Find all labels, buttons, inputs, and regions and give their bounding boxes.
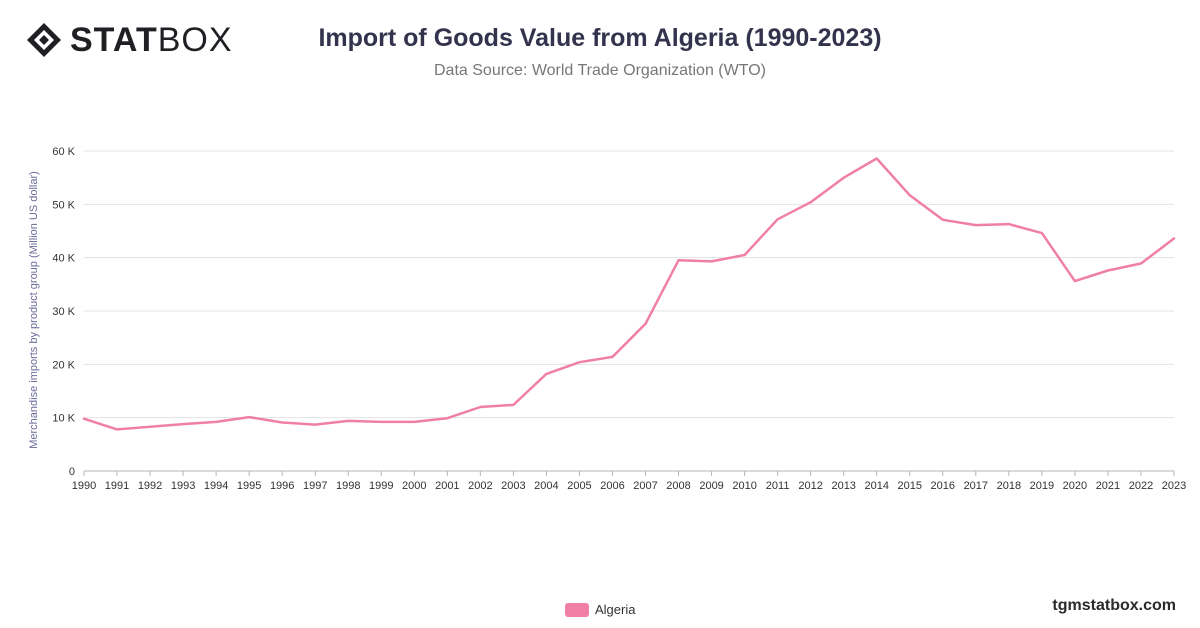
data-point <box>445 416 449 420</box>
x-tick-label: 2017 <box>964 480 988 492</box>
data-point <box>544 372 548 376</box>
data-point <box>776 217 780 221</box>
x-tick-label: 2004 <box>534 480 558 492</box>
x-tick-label: 2015 <box>898 480 922 492</box>
data-point <box>247 415 251 419</box>
x-tick-label: 2005 <box>567 480 591 492</box>
legend-swatch <box>565 602 589 617</box>
data-point <box>214 420 218 424</box>
x-tick-label: 2003 <box>501 480 525 492</box>
x-tick-label: 2018 <box>997 480 1021 492</box>
data-point <box>577 360 581 364</box>
data-point <box>710 259 714 263</box>
x-tick-label: 1997 <box>303 480 327 492</box>
x-tick-label: 1996 <box>270 480 294 492</box>
chart-legend[interactable]: Algeria <box>565 602 635 617</box>
x-tick-label: 2011 <box>766 480 790 492</box>
data-point <box>809 200 813 204</box>
x-tick-label: 1995 <box>237 480 261 492</box>
diamond-logo-icon <box>27 23 61 57</box>
x-tick-label: 2006 <box>600 480 624 492</box>
x-tick-label: 2014 <box>864 480 888 492</box>
data-point <box>511 403 515 407</box>
x-tick-label: 2008 <box>666 480 690 492</box>
x-tick-label: 2021 <box>1096 480 1120 492</box>
x-tick-label: 2013 <box>831 480 855 492</box>
data-point <box>941 218 945 222</box>
data-point <box>82 417 86 421</box>
y-tick-label: 40 K <box>52 253 75 265</box>
data-point <box>1073 279 1077 283</box>
data-point <box>148 425 152 429</box>
y-tick-label: 0 <box>69 466 75 478</box>
footer-website: tgmstatbox.com <box>1052 597 1176 614</box>
data-point <box>1007 222 1011 226</box>
y-axis-label: Merchandise imports by product group (Mi… <box>28 171 40 449</box>
logo-text-bold: STAT <box>70 21 158 59</box>
chart-title: Import of Goods Value from Algeria (1990… <box>318 24 882 52</box>
x-tick-label: 2023 <box>1162 480 1186 492</box>
data-point <box>115 427 119 431</box>
x-tick-label: 2001 <box>435 480 459 492</box>
x-tick-label: 2000 <box>402 480 426 492</box>
x-tick-label: 1992 <box>138 480 162 492</box>
x-tick-label: 2022 <box>1129 480 1153 492</box>
logo-wordmark: STATBOX <box>70 22 233 58</box>
brand-logo: STATBOX <box>26 22 233 58</box>
data-point <box>1040 231 1044 235</box>
logo-text-light: BOX <box>157 21 233 59</box>
legend-label: Algeria <box>595 602 636 617</box>
x-tick-label: 1991 <box>105 480 129 492</box>
y-tick-label: 20 K <box>52 359 75 371</box>
y-tick-label: 30 K <box>52 306 75 318</box>
y-tick-label: 60 K <box>52 146 75 158</box>
x-tick-label: 2020 <box>1063 480 1087 492</box>
chart-subtitle: Data Source: World Trade Organization (W… <box>434 62 766 79</box>
data-point <box>842 176 846 180</box>
grid-layer <box>84 150 1174 472</box>
x-tick-label: 2012 <box>798 480 822 492</box>
x-tick-label: 1998 <box>336 480 360 492</box>
x-tick-label: 1999 <box>369 480 393 492</box>
data-point <box>743 253 747 257</box>
data-point <box>644 322 648 326</box>
x-tick-label: 2007 <box>633 480 657 492</box>
series-line <box>82 157 1176 431</box>
x-tick-label: 1993 <box>171 480 195 492</box>
x-tick-label: 2009 <box>699 480 723 492</box>
x-tick-label: 2002 <box>468 480 492 492</box>
data-point <box>974 223 978 227</box>
data-point <box>181 422 185 426</box>
data-point <box>313 423 317 427</box>
data-point <box>875 156 879 160</box>
series-layer <box>82 156 1176 431</box>
y-axis-ticks: 0 10 K 20 K 30 K 40 K 50 K 60 K <box>52 146 75 478</box>
data-point <box>379 420 383 424</box>
data-point <box>908 193 912 197</box>
x-tick-label: 2019 <box>1030 480 1054 492</box>
x-tick-label: 2010 <box>732 480 756 492</box>
data-point <box>610 355 614 359</box>
data-point <box>412 420 416 424</box>
data-point <box>1139 262 1143 266</box>
x-tick-label: 1990 <box>72 480 96 492</box>
y-tick-label: 10 K <box>52 413 75 425</box>
data-point <box>1172 236 1176 240</box>
x-tick-label: 2016 <box>931 480 955 492</box>
data-point <box>677 258 681 262</box>
data-point <box>280 420 284 424</box>
y-tick-label: 50 K <box>52 199 75 211</box>
x-tick-label: 1994 <box>204 480 228 492</box>
data-point <box>346 419 350 423</box>
data-point <box>478 405 482 409</box>
x-axis-ticks: 1990 1991 1992 1993 1994 1995 1996 1997 1998 1999… <box>72 471 1186 492</box>
data-point <box>1106 268 1110 272</box>
